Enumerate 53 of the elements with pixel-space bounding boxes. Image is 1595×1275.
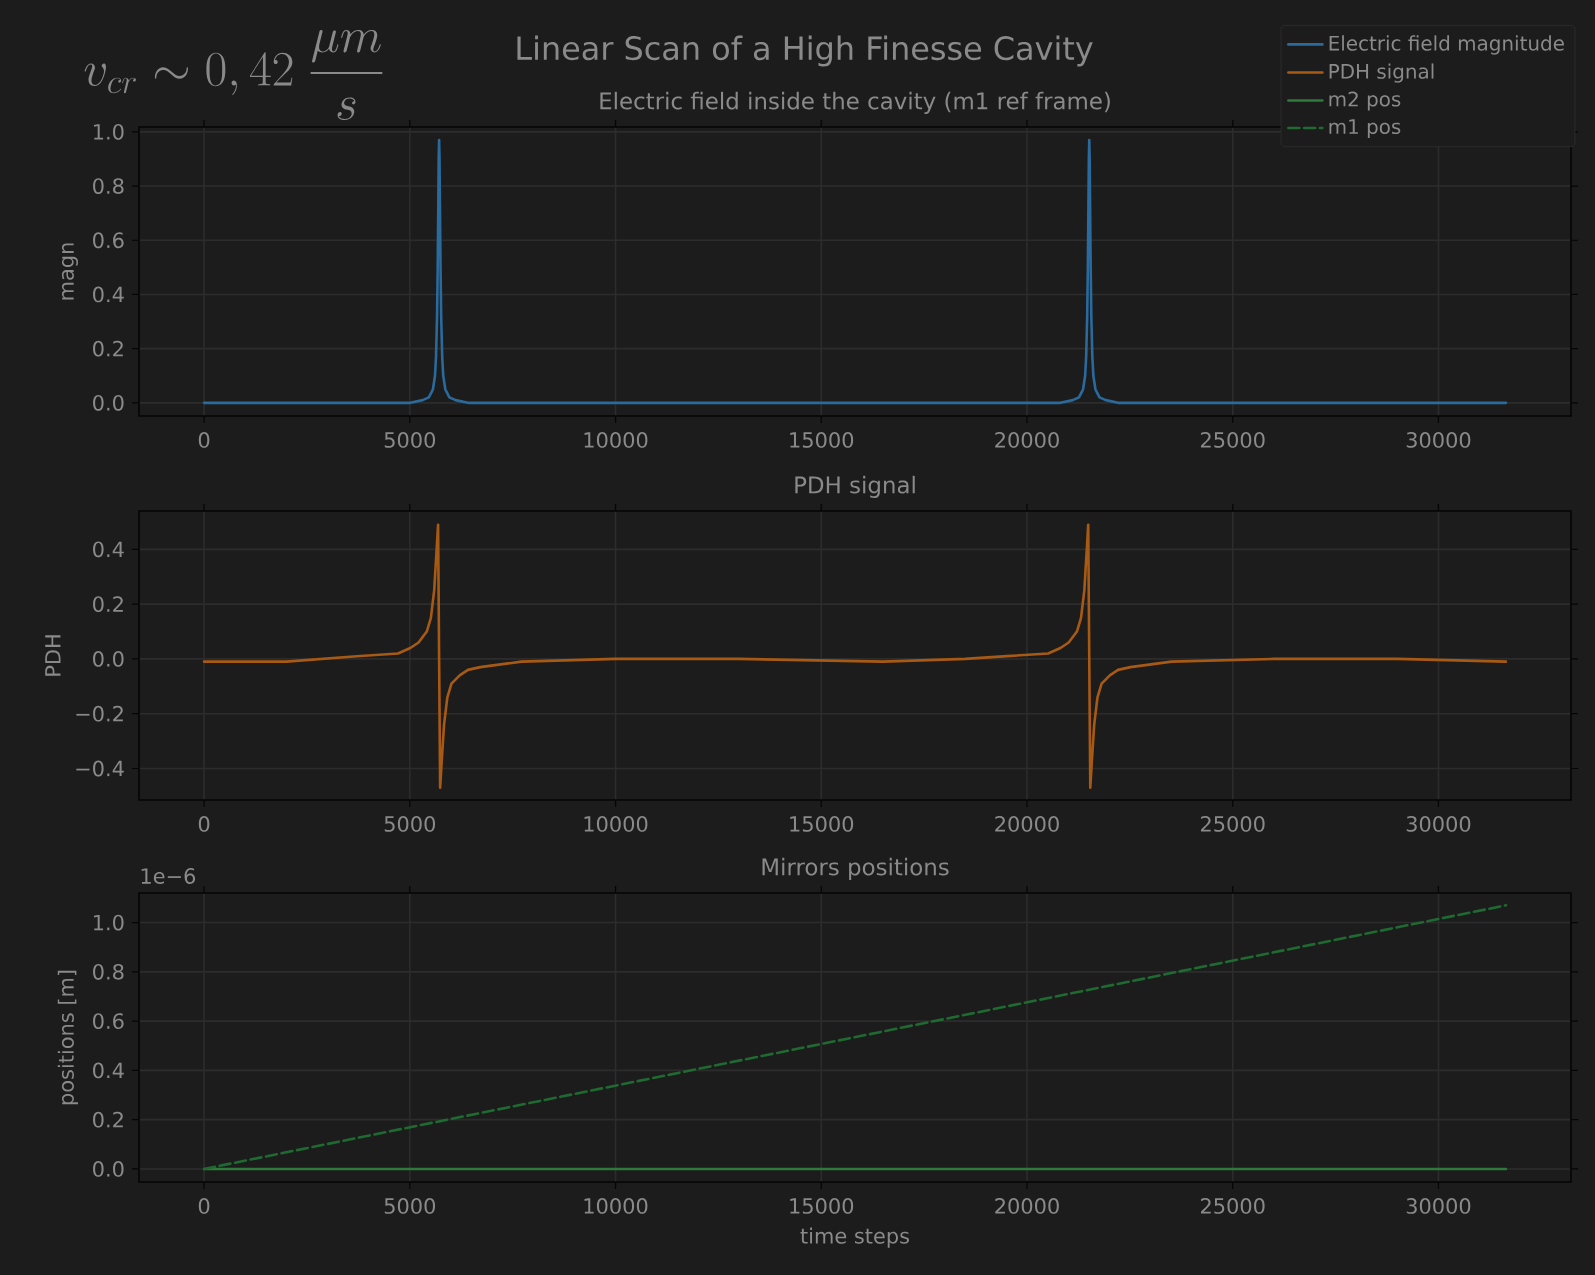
- x-tick-label: 20000: [995, 432, 1059, 448]
- y-tick-label: 0.8: [93, 178, 124, 194]
- y-tick-label: 0.4: [93, 541, 124, 558]
- x-axis-title: time steps: [800, 1227, 909, 1248]
- x-tick-label: 25000: [1200, 1198, 1265, 1214]
- y-axis-title: positions [m]: [57, 970, 78, 1105]
- y-tick-label: 0.4: [93, 286, 124, 303]
- y-tick-label: 0.6: [93, 232, 124, 249]
- text: $v_{cr} \sim 0,42\;\frac{\mu m}{s}$: [84, 30, 383, 120]
- y-tick-label: −0.2: [76, 705, 123, 722]
- text: m2 pos: [1329, 91, 1401, 111]
- x-tick-label: 20000: [995, 816, 1059, 832]
- line-series: [202, 523, 1508, 789]
- x-tick-label: 10000: [584, 432, 648, 448]
- y-tick-label: 0.2: [93, 596, 123, 613]
- text: Linear Scan of a High Finesse Cavity: [517, 35, 1093, 67]
- y-tick-label: 0.4: [93, 1062, 124, 1079]
- y-tick-label: 0.2: [93, 1111, 123, 1128]
- y-tick-label: 1.0: [93, 914, 124, 931]
- x-tick-label: 0: [198, 816, 210, 832]
- x-tick-label: 25000: [1200, 432, 1265, 448]
- text: m1 pos: [1329, 119, 1401, 138]
- x-tick-label: 30000: [1406, 816, 1471, 832]
- x-tick-label: 25000: [1200, 816, 1265, 832]
- x-tick-label: 15000: [790, 816, 854, 832]
- y-tick-label: 0.6: [93, 1013, 124, 1030]
- text: 1e−6: [141, 868, 196, 884]
- text: PDH signal: [795, 475, 915, 498]
- x-tick-label: 15000: [790, 432, 854, 448]
- y-tick-label: −0.4: [76, 760, 124, 777]
- x-tick-label: 30000: [1406, 432, 1471, 448]
- y-tick-label: 0.0: [93, 394, 124, 411]
- x-tick-label: 5000: [384, 432, 436, 448]
- x-tick-label: 15000: [790, 1198, 854, 1214]
- x-tick-label: 0: [198, 1198, 210, 1214]
- x-tick-label: 20000: [995, 1198, 1059, 1214]
- y-axis-title: magn: [61, 243, 78, 300]
- x-tick-label: 10000: [584, 816, 648, 832]
- y-axis-title: PDH: [45, 635, 61, 676]
- text: PDH signal: [1329, 63, 1434, 83]
- x-tick-label: 10000: [584, 1198, 648, 1214]
- y-tick-label: 1.0: [93, 123, 124, 140]
- legend-label: Electric field magnitude: [1329, 35, 1564, 55]
- x-tick-label: 30000: [1406, 1198, 1471, 1214]
- y-tick-label: 0.8: [93, 963, 124, 980]
- chart-title: Electric field inside the cavity (m1 ref frame): [600, 91, 1110, 114]
- chart-title: Mirrors positions: [762, 857, 949, 880]
- x-tick-label: 5000: [384, 816, 436, 832]
- x-tick-label: 0: [198, 432, 210, 448]
- y-tick-label: 0.2: [93, 340, 123, 357]
- y-tick-label: 0.0: [93, 1161, 124, 1177]
- y-tick-label: 0.0: [93, 651, 124, 667]
- x-tick-label: 5000: [384, 1198, 436, 1214]
